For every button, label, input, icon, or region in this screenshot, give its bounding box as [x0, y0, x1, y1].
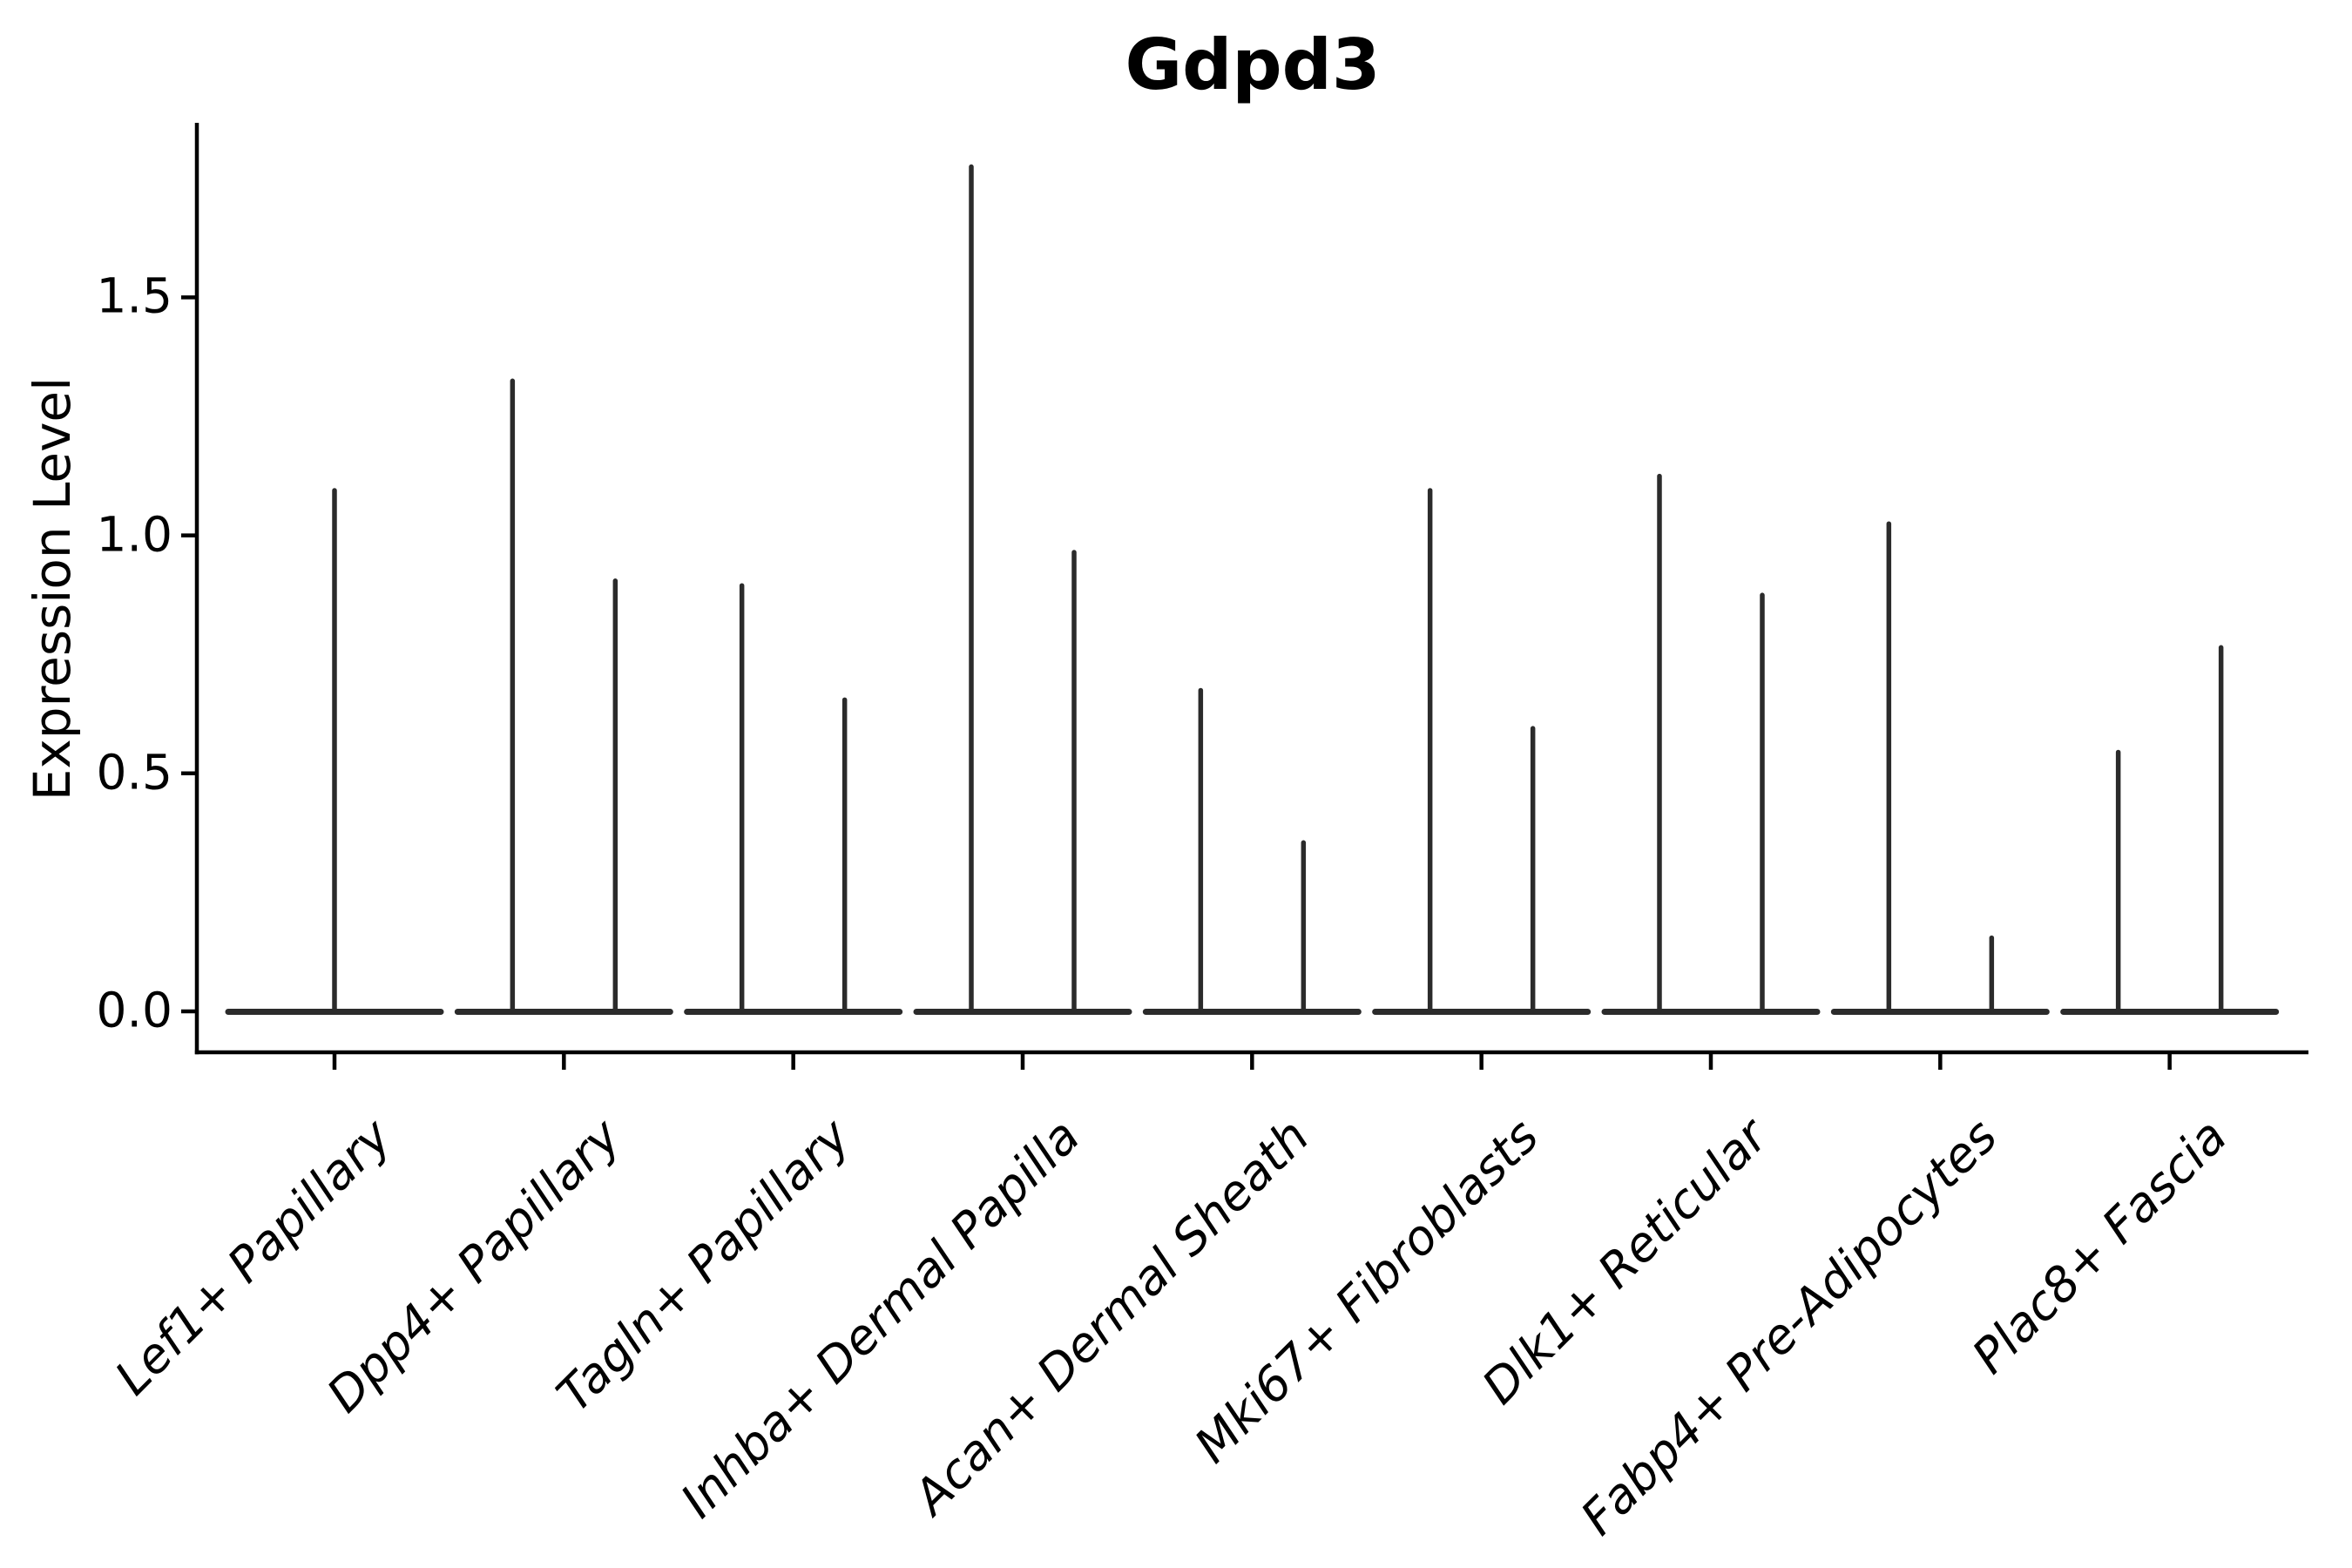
y-tick-label: 0.5	[96, 744, 172, 801]
y-tick-label: 1.5	[96, 268, 172, 325]
chart-title: Gdpd3	[1125, 24, 1381, 105]
y-tick-label: 1.0	[96, 506, 172, 563]
y-tick-label: 0.0	[96, 982, 172, 1038]
